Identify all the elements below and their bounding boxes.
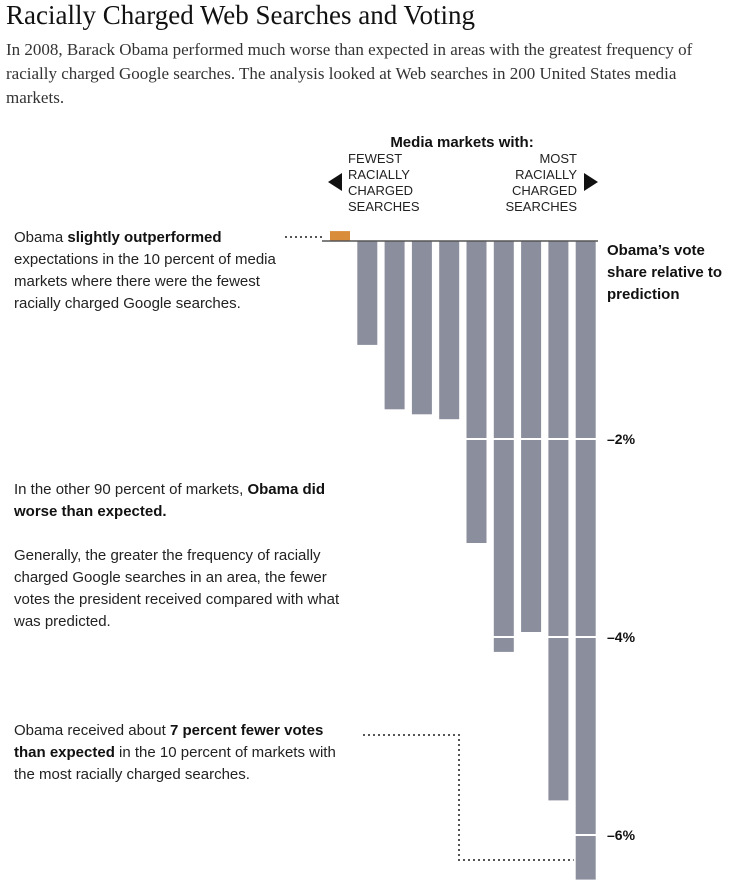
annotation-outperformed: Obama slightly outperformed expectations… [14,227,289,315]
bar-negative [357,241,378,345]
annotation-text: expectations in the 10 percent of media … [14,251,276,312]
bar-negative [411,241,432,415]
most-label: MOST [539,151,577,166]
bar-negative [384,241,405,410]
left-arrow-icon [328,173,342,191]
fewest-label: SEARCHES [348,199,420,214]
axis-label: prediction [607,286,680,303]
bar-positive [330,231,350,241]
axis-label: Obama’s vote [607,242,705,259]
bar-negative [575,241,596,880]
right-arrow-icon [584,173,598,191]
fewest-label: RACIALLY [348,167,410,182]
annotation-bold: slightly outperformed [67,229,222,246]
tick-label: –4% [607,629,636,645]
bar-negative [493,241,514,652]
annotation-text: Obama received about [14,722,170,739]
annotation-text: in the 10 percent of markets with the mo… [14,744,336,783]
tick-label: –2% [607,431,636,447]
annotation-bold: Obama did worse than expected. [14,481,325,520]
most-label: RACIALLY [515,167,577,182]
fewest-label: CHARGED [348,183,413,198]
bar-negative [439,241,460,420]
fewest-label: FEWEST [348,151,402,166]
leader-line [363,734,574,861]
most-label: SEARCHES [505,199,577,214]
bar-negative [521,241,542,632]
annotation-text: In the other 90 percent of markets, [14,481,248,498]
axis-label: share relative to [607,264,722,281]
chart-header: Media markets with: [390,134,533,151]
most-label: CHARGED [512,183,577,198]
annotation-other-90: In the other 90 percent of markets, Obam… [14,479,359,523]
bar-negative [466,241,487,543]
annotation-fewer-votes: Obama received about 7 percent fewer vot… [14,720,359,786]
chart-title: Racially Charged Web Searches and Voting [6,0,475,30]
annotation-bold: 7 percent fewer votes than expected [14,722,324,761]
bar-negative [548,241,569,801]
tick-label: –6% [607,827,636,843]
annotation-text: Obama [14,229,68,246]
annotation-generally: Generally, the greater the frequency of … [14,547,340,630]
chart-subtitle: In 2008, Barack Obama performed much wor… [6,40,693,107]
